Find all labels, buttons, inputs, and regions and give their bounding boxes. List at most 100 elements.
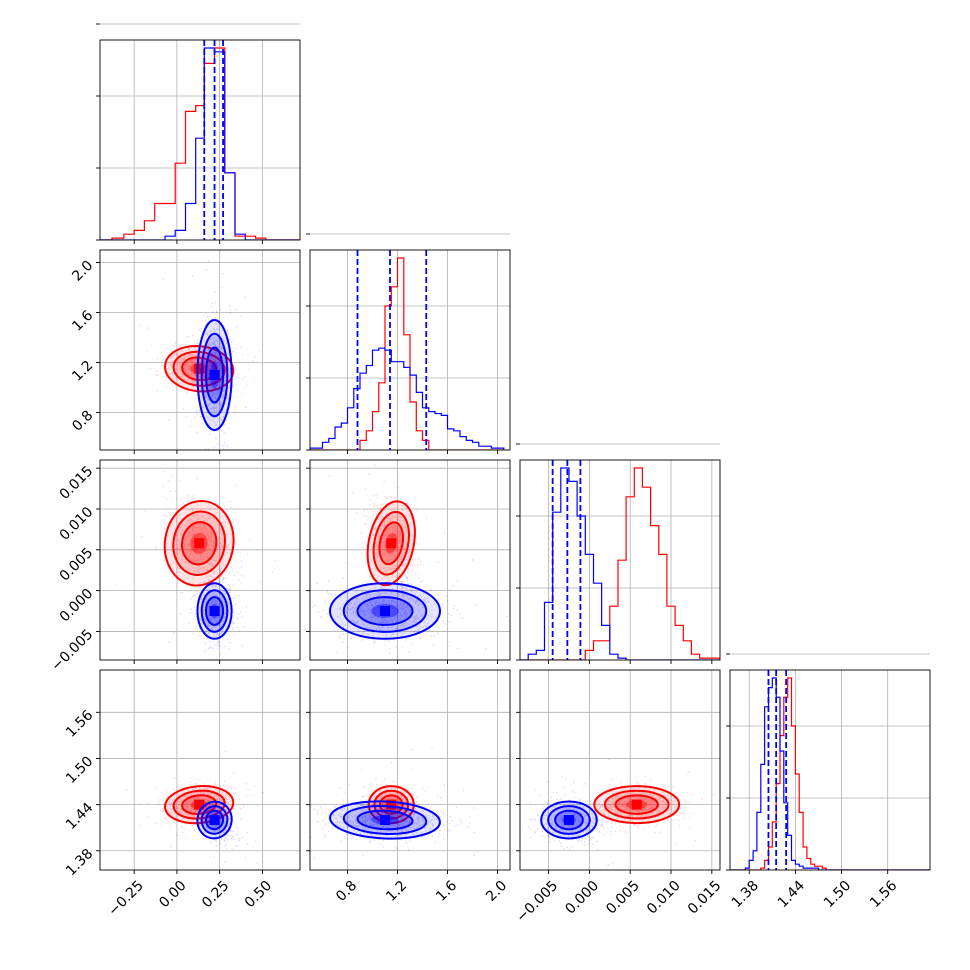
contour-0: [329, 582, 441, 640]
x-tick-label: 2.0: [483, 878, 510, 905]
density-peak: [209, 606, 220, 617]
panel-3-2: [516, 669, 721, 874]
y-tick-label: 1.6: [69, 307, 96, 334]
contour-2: [204, 596, 225, 626]
contour-2: [204, 346, 225, 404]
y-tick-label: 1.2: [69, 358, 96, 385]
x-tick-label: 0.015: [685, 878, 725, 918]
density-peak: [194, 538, 205, 549]
contour-1: [172, 510, 226, 576]
contour-2: [356, 809, 414, 831]
density-peak: [380, 606, 390, 617]
y-tick-label: 0.015: [57, 463, 97, 503]
contour-1: [200, 805, 229, 835]
x-tick-label: 0.50: [242, 878, 275, 911]
scatter-cloud: [539, 758, 720, 846]
y-tick-label: 1.56: [63, 707, 96, 740]
x-tick-label: 0.010: [644, 878, 684, 918]
contour-2: [204, 809, 225, 831]
panel-1-0: [96, 249, 301, 454]
y-tick-label: 1.38: [63, 846, 96, 879]
y-tick-label: 2.0: [69, 258, 96, 285]
histogram-blue: [520, 467, 720, 660]
y-tick-label: 0.8: [69, 408, 96, 435]
panel-frame: [519, 459, 721, 661]
panel-frame: [99, 459, 301, 661]
contour-0: [196, 319, 233, 431]
scatter-points-1: [527, 780, 640, 866]
density-peak: [631, 799, 642, 810]
x-tick-label: 1.56: [867, 878, 900, 911]
panel-frame: [99, 39, 301, 241]
scatter-cloud: [115, 471, 276, 637]
panel-frame: [309, 669, 511, 871]
contour-2: [356, 596, 414, 626]
histogram-red: [520, 467, 720, 660]
panel-3-1: [306, 669, 511, 874]
contour-1: [342, 589, 428, 633]
x-tick-label: −0.25: [105, 878, 147, 920]
contour-0: [540, 800, 598, 840]
histogram-red: [100, 47, 300, 240]
x-tick-label: 1.38: [729, 878, 762, 911]
x-tick-label: 1.2: [383, 878, 410, 905]
density-peak: [563, 815, 574, 825]
contour-0: [366, 500, 416, 587]
panel-2-2: [516, 443, 721, 664]
scatter-points-0: [115, 471, 276, 637]
y-tick-label: 0.005: [57, 545, 97, 585]
contour-1: [372, 510, 410, 576]
panel-frame: [729, 669, 931, 871]
x-tick-label: 1.44: [775, 878, 808, 911]
scatter-points-0: [539, 758, 720, 846]
panel-frame: [519, 669, 721, 871]
x-tick-label: 0.00: [156, 878, 189, 911]
scatter-points-0: [310, 748, 451, 843]
histogram-red: [730, 677, 930, 870]
contour-0: [196, 800, 233, 840]
scatter-cloud: [527, 780, 640, 866]
y-tick-label: −0.005: [48, 626, 96, 674]
x-tick-label: 1.6: [433, 878, 460, 905]
contour-2: [378, 521, 405, 566]
density-peak: [209, 370, 220, 380]
contour-2: [180, 521, 218, 566]
y-tick-label: 1.50: [63, 754, 96, 787]
contour-0: [164, 784, 235, 825]
panel-frame: [309, 459, 511, 661]
histogram-red: [310, 257, 504, 450]
histogram-blue: [730, 677, 930, 870]
panel-2-0: [96, 459, 301, 664]
contour-0: [593, 785, 681, 825]
contour-0: [163, 499, 235, 587]
panel-3-3: [726, 653, 931, 874]
contour-1: [603, 789, 670, 820]
contour-1: [342, 805, 428, 835]
density-peak: [194, 363, 205, 374]
panel-3-0: [96, 669, 301, 874]
panel-2-1: [306, 459, 511, 664]
contour-2: [554, 809, 584, 831]
density-peak: [386, 799, 397, 810]
scatter-points-1: [168, 540, 245, 660]
y-tick-label: 1.44: [63, 800, 96, 833]
scatter-cloud: [310, 748, 451, 843]
scatter-cloud: [168, 540, 245, 660]
histogram-blue: [310, 347, 505, 450]
panel-frame: [309, 249, 511, 451]
y-tick-label: 0.000: [57, 586, 97, 626]
contour-1: [547, 805, 591, 835]
panel-0-0: [96, 23, 301, 244]
contour-0: [196, 582, 233, 640]
x-tick-label: 1.50: [821, 878, 854, 911]
panel-1-1: [306, 233, 511, 454]
x-tick-label: 0.8: [333, 878, 360, 905]
x-tick-label: 0.000: [562, 878, 602, 918]
panel-frame: [99, 669, 301, 871]
density-peak: [380, 815, 390, 825]
contour-2: [614, 794, 659, 815]
x-tick-label: 0.005: [603, 878, 643, 918]
y-tick-label: 0.010: [57, 504, 97, 544]
contour-1: [200, 589, 229, 633]
